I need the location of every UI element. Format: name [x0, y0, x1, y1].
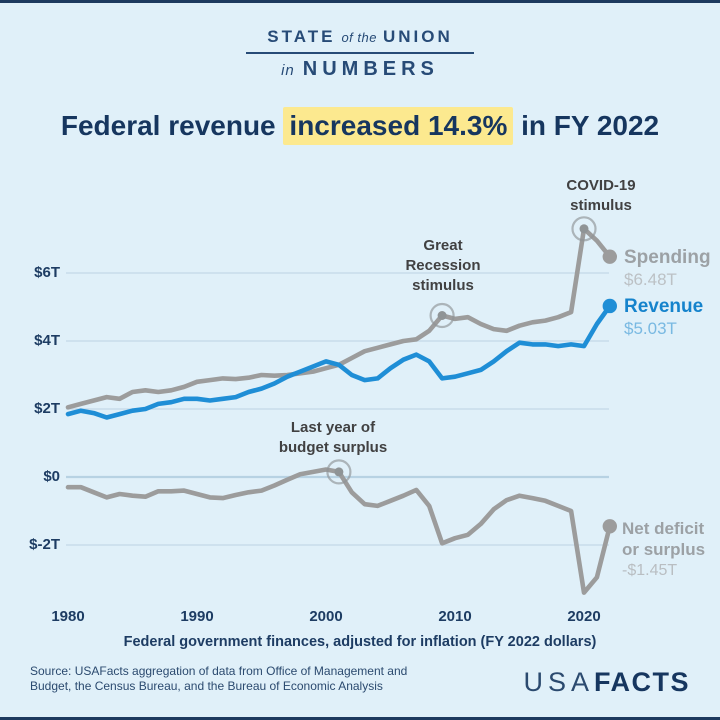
x-tick-label: 1980: [51, 608, 85, 625]
x-tick-label: 2020: [567, 608, 601, 625]
spending-end-dot: [602, 249, 617, 264]
net-deficit-end-label: Net deficit or surplus -$1.45T: [622, 518, 705, 581]
annotation-line: Great: [423, 237, 463, 254]
y-tick-label: $2T: [34, 400, 60, 417]
revenue-series-name: Revenue: [624, 296, 704, 317]
annotation-covid19-stimulus: COVID-19 stimulus: [521, 176, 681, 216]
title-post: in FY 2022: [521, 110, 660, 141]
net-deficit-or-surplus-end-dot: [602, 519, 617, 534]
usafacts-logo: USAFACTS: [523, 667, 690, 698]
logo-usa: USA: [523, 667, 594, 697]
source-line1: Source: USAFacts aggregation of data fro…: [30, 664, 408, 678]
great_recession-anchor-dot: [437, 311, 447, 320]
lockup-numbers: NUMBERS: [302, 58, 439, 80]
annotation-great-recession-stimulus: Great Recession stimulus: [363, 236, 523, 296]
revenue-end-dot: [602, 298, 617, 314]
covid-ring: [571, 216, 597, 242]
net-deficit-or-surplus-line: [65, 467, 613, 595]
state-of-the-union-lockup: STATE of the UNION in NUMBERS: [0, 27, 720, 81]
annotation-line: Recession: [405, 257, 481, 274]
budget_surplus-anchor-dot: [334, 467, 344, 477]
title-highlight: increased 14.3%: [283, 107, 514, 145]
lockup-line1: STATE of the UNION: [0, 27, 720, 47]
budget_surplus-ring: [326, 459, 352, 485]
great_recession-ring: [429, 302, 455, 329]
spending-end-value: $6.48T: [624, 270, 677, 289]
deficit-series-name-line2: or surplus: [622, 540, 706, 559]
lockup-line2: in NUMBERS: [0, 58, 720, 81]
lockup-divider-rule: [246, 52, 474, 54]
logo-facts: FACTS: [593, 667, 690, 697]
deficit-series-name-line1: Net deficit: [622, 519, 705, 538]
title-pre: Federal revenue: [60, 110, 276, 141]
annotation-line: budget surplus: [278, 439, 388, 456]
revenue-end-label: Revenue $5.03T: [624, 296, 703, 340]
source-line2: Budget, the Census Bureau, and the Burea…: [30, 679, 383, 693]
y-tick-label: $6T: [34, 264, 60, 281]
y-tick-label: $-2T: [29, 536, 60, 553]
chart-caption: Federal government finances, adjusted fo…: [123, 634, 597, 650]
revenue-end-value: $5.03T: [624, 319, 677, 338]
spending-end-label: Spending $6.48T: [624, 247, 711, 291]
lockup-in: in: [281, 62, 295, 79]
annotation-last-budget-surplus: Last year of budget surplus: [243, 418, 423, 458]
lockup-of-the: of the: [341, 30, 377, 45]
x-tick-label: 2000: [309, 608, 343, 625]
lockup-state: STATE: [267, 27, 336, 46]
lockup-union: UNION: [382, 27, 453, 46]
y-tick-label: $4T: [34, 332, 60, 349]
top-edge-bar: [0, 0, 720, 3]
y-tick-label: $0: [43, 468, 60, 485]
page-title: Federal revenue increased 14.3% in FY 20…: [0, 107, 720, 145]
annotation-line: Last year of: [290, 419, 376, 436]
revenue-line: [65, 303, 613, 420]
spending-line: [65, 226, 613, 410]
covid-anchor-dot: [579, 224, 589, 234]
annotation-line: COVID-19: [566, 177, 636, 194]
annotation-line: stimulus: [412, 277, 474, 294]
source-attribution: Source: USAFacts aggregation of data fro…: [30, 664, 430, 694]
bottom-edge-bar: [0, 717, 720, 720]
x-tick-label: 2010: [438, 608, 472, 625]
x-tick-label: 1990: [180, 608, 214, 625]
deficit-end-value: -$1.45T: [622, 562, 678, 579]
spending-series-name: Spending: [624, 247, 711, 268]
annotation-line: stimulus: [570, 197, 632, 214]
